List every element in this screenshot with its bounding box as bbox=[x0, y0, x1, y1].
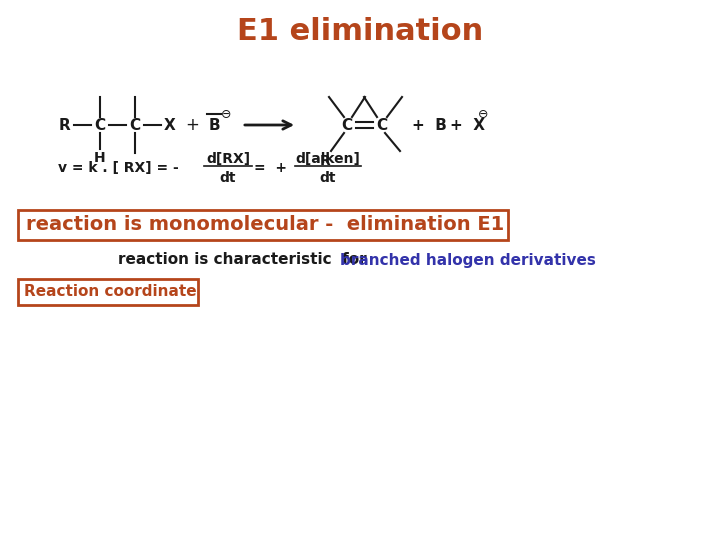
Text: d[RX]: d[RX] bbox=[206, 152, 250, 166]
FancyBboxPatch shape bbox=[18, 210, 508, 240]
Text: =  +: = + bbox=[253, 161, 287, 175]
Text: C: C bbox=[130, 118, 140, 132]
Text: R: R bbox=[59, 118, 71, 132]
Text: reaction is monomolecular -  elimination E1: reaction is monomolecular - elimination … bbox=[26, 215, 504, 234]
Text: branched halogen derivatives: branched halogen derivatives bbox=[340, 253, 596, 267]
Text: R: R bbox=[320, 154, 330, 168]
Text: B: B bbox=[208, 118, 220, 132]
Text: ⊖: ⊖ bbox=[221, 107, 231, 120]
Text: v = k . [ RX] = -: v = k . [ RX] = - bbox=[58, 161, 179, 175]
Text: Reaction coordinate: Reaction coordinate bbox=[24, 285, 197, 300]
Text: C: C bbox=[341, 118, 353, 132]
Text: C: C bbox=[377, 118, 387, 132]
Text: dt: dt bbox=[320, 171, 336, 185]
Text: X: X bbox=[164, 118, 176, 132]
Text: +  B: + B bbox=[412, 118, 447, 132]
Text: +: + bbox=[185, 116, 199, 134]
Text: H: H bbox=[94, 151, 106, 165]
Text: ⊖: ⊖ bbox=[478, 107, 488, 120]
Text: dt: dt bbox=[220, 171, 236, 185]
Text: reaction is characteristic  for: reaction is characteristic for bbox=[118, 253, 372, 267]
FancyBboxPatch shape bbox=[18, 279, 198, 305]
Text: +  X: + X bbox=[450, 118, 485, 132]
Text: C: C bbox=[94, 118, 106, 132]
Text: E1 elimination: E1 elimination bbox=[237, 17, 483, 46]
Text: d[alken]: d[alken] bbox=[296, 152, 361, 166]
